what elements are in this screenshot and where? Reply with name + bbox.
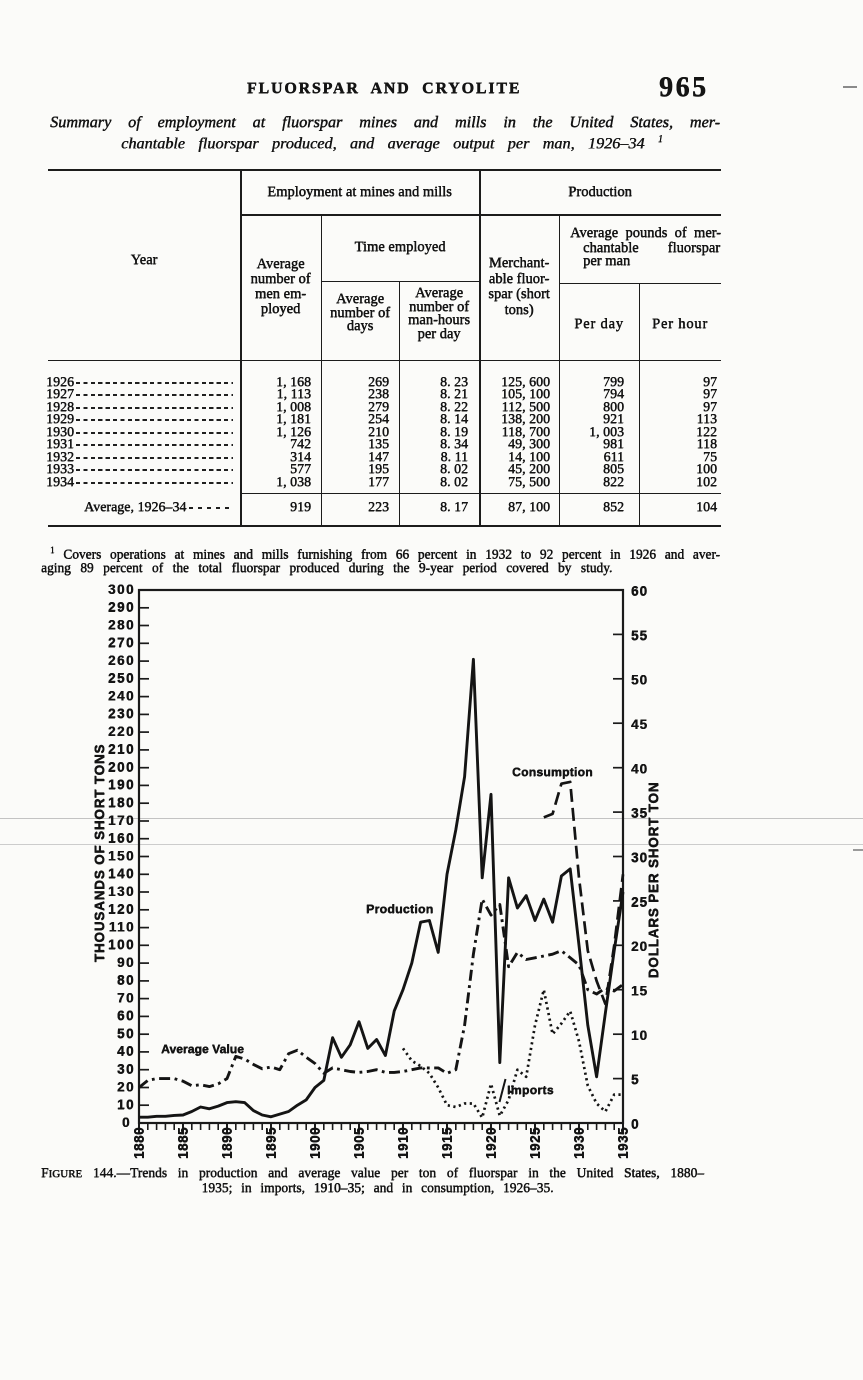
- svg-text:1915: 1915: [440, 1127, 455, 1159]
- svg-text:DOLLARS PER SHORT TON: DOLLARS PER SHORT TON: [646, 782, 661, 979]
- svg-text:290: 290: [108, 600, 135, 615]
- svg-text:20: 20: [117, 1079, 135, 1094]
- svg-text:20: 20: [631, 939, 648, 954]
- svg-text:1905: 1905: [352, 1127, 367, 1159]
- svg-text:1920: 1920: [484, 1127, 499, 1159]
- svg-text:60: 60: [631, 584, 648, 599]
- svg-text:190: 190: [108, 777, 135, 792]
- svg-text:1890: 1890: [220, 1127, 235, 1159]
- svg-text:90: 90: [117, 955, 135, 970]
- svg-text:0: 0: [122, 1115, 131, 1130]
- svg-text:300: 300: [108, 582, 135, 597]
- svg-text:50: 50: [117, 1026, 135, 1041]
- svg-text:30: 30: [631, 850, 648, 865]
- svg-text:Imports: Imports: [507, 1083, 554, 1097]
- svg-text:220: 220: [108, 724, 135, 739]
- svg-text:260: 260: [108, 653, 135, 668]
- svg-text:1880: 1880: [132, 1127, 147, 1159]
- svg-text:55: 55: [631, 628, 648, 643]
- svg-text:80: 80: [117, 973, 135, 988]
- svg-text:15: 15: [631, 983, 648, 998]
- svg-text:160: 160: [108, 831, 135, 846]
- svg-text:70: 70: [117, 990, 135, 1005]
- svg-text:100: 100: [108, 937, 135, 952]
- svg-text:210: 210: [108, 742, 135, 757]
- svg-text:35: 35: [631, 806, 648, 821]
- svg-text:1910: 1910: [396, 1127, 411, 1159]
- svg-text:1895: 1895: [264, 1127, 279, 1159]
- svg-text:200: 200: [108, 760, 135, 775]
- svg-text:130: 130: [108, 884, 135, 899]
- svg-text:150: 150: [108, 848, 135, 863]
- svg-text:240: 240: [108, 688, 135, 703]
- svg-text:Consumption: Consumption: [512, 765, 593, 779]
- svg-text:25: 25: [631, 895, 648, 910]
- svg-text:170: 170: [108, 813, 135, 828]
- svg-text:5: 5: [631, 1072, 640, 1087]
- svg-text:40: 40: [117, 1044, 135, 1059]
- svg-text:180: 180: [108, 795, 135, 810]
- svg-text:120: 120: [108, 902, 135, 917]
- svg-text:Average Value: Average Value: [161, 1042, 244, 1056]
- svg-text:0: 0: [631, 1117, 640, 1132]
- svg-text:1900: 1900: [308, 1127, 323, 1159]
- svg-text:Production: Production: [366, 902, 433, 916]
- svg-text:50: 50: [631, 672, 648, 687]
- svg-text:45: 45: [631, 717, 648, 732]
- svg-text:280: 280: [108, 617, 135, 632]
- svg-text:10: 10: [631, 1028, 648, 1043]
- svg-text:250: 250: [108, 671, 135, 686]
- svg-text:30: 30: [117, 1062, 135, 1077]
- svg-text:270: 270: [108, 635, 135, 650]
- svg-text:THOUSANDS OF SHORT TONS: THOUSANDS OF SHORT TONS: [92, 744, 107, 962]
- svg-text:60: 60: [117, 1008, 135, 1023]
- svg-text:1885: 1885: [176, 1127, 191, 1159]
- svg-text:40: 40: [631, 761, 648, 776]
- svg-text:110: 110: [109, 919, 135, 934]
- svg-text:230: 230: [108, 706, 135, 721]
- svg-text:1935: 1935: [616, 1127, 631, 1159]
- svg-text:1925: 1925: [528, 1127, 543, 1159]
- svg-text:10: 10: [117, 1097, 135, 1112]
- svg-text:1930: 1930: [572, 1127, 587, 1159]
- svg-text:140: 140: [108, 866, 135, 881]
